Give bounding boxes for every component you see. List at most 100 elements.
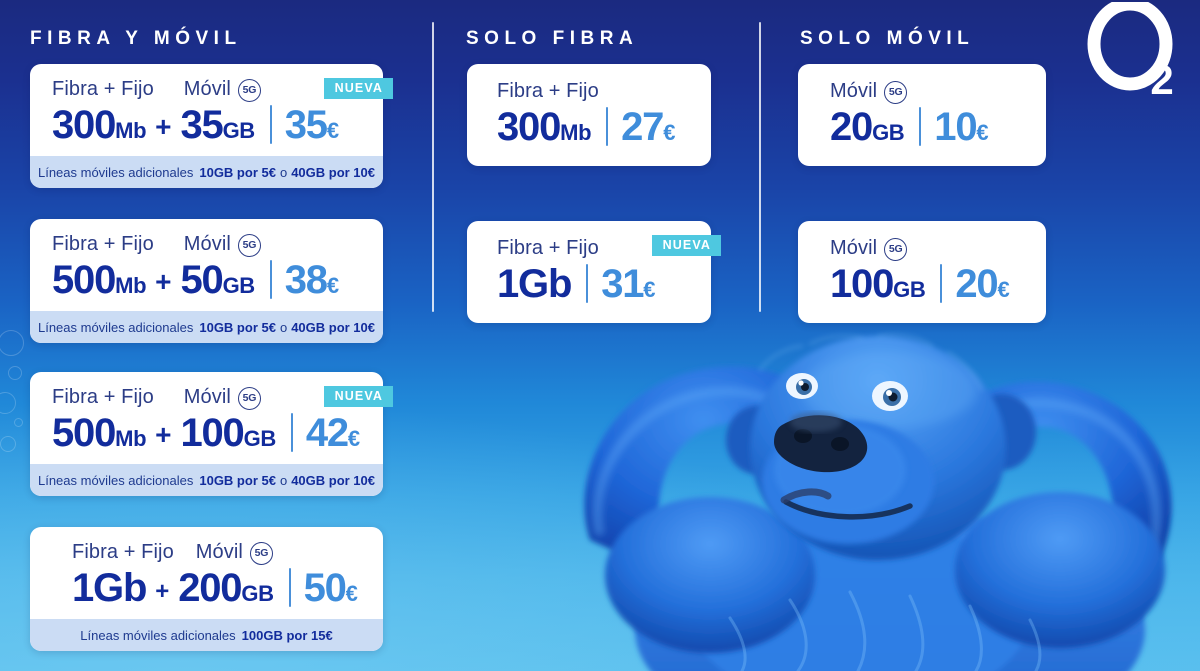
fiber-speed-value: 300 bbox=[52, 103, 116, 147]
price-value: 27 bbox=[621, 105, 664, 149]
footer-option-2: 40GB por 10€ bbox=[291, 319, 376, 335]
price-divider bbox=[290, 413, 293, 452]
plan-card-body: NUEVA Fibra + Fijo Móvil 5G 500 Mb + 100… bbox=[30, 372, 393, 464]
plan-labels: Fibra + Fijo Móvil 5G bbox=[52, 231, 363, 257]
5g-icon: 5G bbox=[237, 233, 261, 257]
column-divider-left bbox=[432, 22, 434, 312]
plan-card-body: Fibra + Fijo Móvil 5G 1 Gb + 200 GB 50 € bbox=[30, 527, 383, 619]
plan-values: 1 Gb 31 € bbox=[497, 262, 689, 307]
price-currency: € bbox=[663, 120, 676, 145]
price-divider bbox=[288, 568, 291, 607]
label-fibra-fijo: Fibra + Fijo bbox=[52, 232, 154, 255]
plan-values: 300 Mb 27 € bbox=[497, 105, 689, 150]
fiber-speed-unit: Mb bbox=[115, 273, 147, 298]
price-currency: € bbox=[345, 581, 358, 606]
price-value: 38 bbox=[284, 258, 328, 302]
mobile-data-unit: GB bbox=[241, 581, 274, 606]
plan-labels: Fibra + Fijo Móvil 5G bbox=[52, 384, 363, 410]
decorative-bubble bbox=[0, 392, 16, 414]
footer-label: Líneas móviles adicionales bbox=[37, 164, 194, 180]
price-divider bbox=[586, 264, 589, 303]
footer-option-2: 40GB por 10€ bbox=[291, 472, 376, 488]
plan-card[interactable]: Fibra + Fijo 300 Mb 27 € bbox=[467, 64, 711, 166]
additional-lines-footer: Líneas móviles adicionales 100GB por 15€ bbox=[30, 619, 383, 651]
column-divider-right bbox=[759, 22, 761, 312]
plan-card-body: NUEVA Fibra + Fijo 1 Gb 31 € bbox=[467, 221, 721, 323]
price-currency: € bbox=[326, 273, 340, 298]
footer-label: Líneas móviles adicionales bbox=[80, 627, 236, 643]
label-movil: Móvil bbox=[183, 77, 231, 100]
decorative-bubble bbox=[0, 330, 24, 356]
nueva-badge: NUEVA bbox=[323, 78, 393, 99]
plan-labels: Fibra + Fijo Móvil 5G bbox=[72, 539, 363, 565]
5g-icon: 5G bbox=[237, 386, 261, 410]
price-value: 20 bbox=[955, 262, 998, 306]
plan-card-body: Fibra + Fijo 300 Mb 27 € bbox=[467, 64, 711, 166]
5g-icon: 5G bbox=[249, 541, 273, 565]
fiber-speed-value: 1 bbox=[497, 262, 519, 306]
price-divider bbox=[269, 260, 272, 299]
label-fibra-fijo: Fibra + Fijo bbox=[497, 79, 599, 102]
5g-icon: 5G bbox=[237, 78, 261, 102]
mobile-data-value: 50 bbox=[180, 258, 223, 302]
label-movil: Móvil bbox=[830, 236, 878, 259]
plan-card[interactable]: Móvil 5G 20 GB 10 € bbox=[798, 64, 1046, 166]
footer-option-2: 40GB por 10€ bbox=[291, 164, 376, 180]
plan-card-body: Fibra + Fijo Móvil 5G 500 Mb + 50 GB 38 … bbox=[30, 219, 383, 311]
additional-lines-footer: Líneas móviles adicionales 10GB por 5€ o… bbox=[30, 311, 383, 343]
price-divider bbox=[606, 107, 609, 146]
plan-labels: Fibra + Fijo bbox=[497, 78, 689, 104]
price-value: 42 bbox=[305, 411, 349, 455]
plan-card[interactable]: NUEVA Fibra + Fijo Móvil 5G 500 Mb + 100… bbox=[30, 372, 393, 496]
footer-separator: o bbox=[279, 164, 288, 180]
price-value: 35 bbox=[284, 103, 328, 147]
decorative-bubble bbox=[0, 436, 16, 452]
footer-option-1: 10GB por 5€ bbox=[199, 164, 276, 180]
svg-text:2: 2 bbox=[1150, 56, 1173, 98]
column-title-fibra-y-movil: FIBRA Y MÓVIL bbox=[30, 28, 242, 49]
nueva-badge: NUEVA bbox=[651, 235, 721, 256]
plan-card-body: NUEVA Fibra + Fijo Móvil 5G 300 Mb + 35 … bbox=[30, 64, 393, 156]
fiber-speed-value: 1 bbox=[72, 566, 94, 610]
plus-sign: + bbox=[155, 266, 172, 297]
fiber-speed-unit: Mb bbox=[560, 120, 592, 145]
5g-icon: 5G bbox=[884, 80, 908, 104]
mobile-data-value: 35 bbox=[180, 103, 223, 147]
label-movil: Móvil bbox=[183, 385, 231, 408]
footer-option-1: 10GB por 5€ bbox=[199, 472, 276, 488]
label-fibra-fijo: Fibra + Fijo bbox=[497, 236, 599, 259]
fiber-speed-value: 500 bbox=[52, 411, 116, 455]
price-divider bbox=[269, 105, 272, 144]
footer-label: Líneas móviles adicionales bbox=[37, 472, 194, 488]
plan-values: 500 Mb + 50 GB 38 € bbox=[52, 258, 363, 303]
price-value: 31 bbox=[601, 262, 644, 306]
plan-labels: Móvil 5G bbox=[830, 235, 1024, 261]
mobile-data-unit: GB bbox=[222, 118, 256, 143]
price-value: 10 bbox=[934, 105, 977, 149]
plan-card[interactable]: Fibra + Fijo Móvil 5G 500 Mb + 50 GB 38 … bbox=[30, 219, 383, 343]
footer-separator: o bbox=[279, 319, 288, 335]
plan-card[interactable]: NUEVA Fibra + Fijo 1 Gb 31 € bbox=[467, 221, 721, 323]
nueva-badge: NUEVA bbox=[323, 386, 393, 407]
label-movil: Móvil bbox=[195, 540, 243, 563]
footer-option-1: 10GB por 5€ bbox=[199, 319, 276, 335]
fiber-speed-unit: Mb bbox=[115, 118, 147, 143]
label-fibra-fijo: Fibra + Fijo bbox=[52, 385, 154, 408]
fiber-speed-value: 300 bbox=[497, 105, 561, 149]
fiber-speed-unit: Gb bbox=[518, 262, 572, 306]
blue-gorilla-mascot bbox=[560, 330, 1200, 671]
mobile-data-value: 20 bbox=[830, 105, 873, 149]
label-movil: Móvil bbox=[183, 232, 231, 255]
plan-card[interactable]: Móvil 5G 100 GB 20 € bbox=[798, 221, 1046, 323]
plan-values: 300 Mb + 35 GB 35 € bbox=[52, 103, 363, 148]
price-value: 50 bbox=[303, 566, 347, 610]
plan-card[interactable]: Fibra + Fijo Móvil 5G 1 Gb + 200 GB 50 €… bbox=[30, 527, 383, 651]
label-fibra-fijo: Fibra + Fijo bbox=[52, 77, 154, 100]
plan-card[interactable]: NUEVA Fibra + Fijo Móvil 5G 300 Mb + 35 … bbox=[30, 64, 393, 188]
plus-sign: + bbox=[155, 419, 172, 450]
fiber-speed-unit: Gb bbox=[93, 566, 147, 610]
price-divider bbox=[919, 107, 922, 146]
label-fibra-fijo: Fibra + Fijo bbox=[72, 540, 174, 563]
plus-sign: + bbox=[155, 111, 172, 142]
footer-separator: o bbox=[279, 472, 288, 488]
